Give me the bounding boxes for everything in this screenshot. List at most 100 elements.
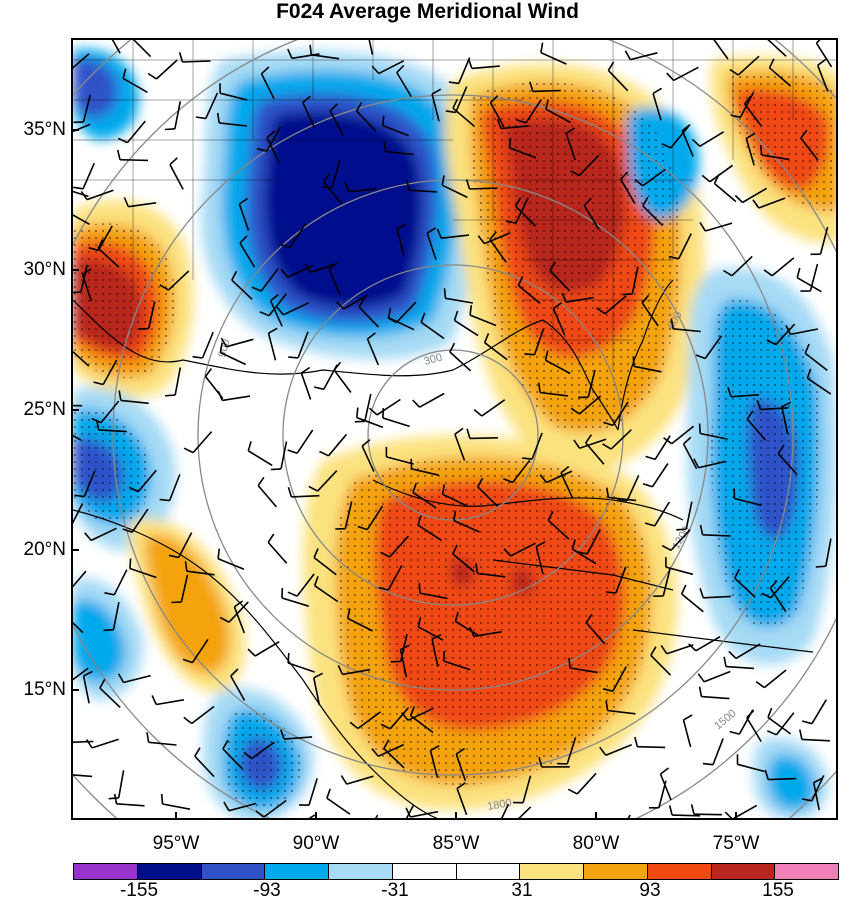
wind-barb-feather [170, 158, 177, 165]
wind-barb [701, 697, 729, 699]
wind-barb-feather [703, 764, 713, 765]
wind-barb-feather [510, 138, 511, 148]
lat-tick [71, 269, 79, 271]
wind-barb-feather [724, 657, 726, 667]
wind-barb-feather [667, 73, 674, 80]
wind-barb-feather [271, 469, 281, 470]
colorbar-swatch [520, 864, 584, 879]
lon-tick [735, 812, 737, 820]
wind-barb-feather [800, 730, 802, 740]
wind-barb-feather [327, 789, 330, 798]
lat-tick [71, 549, 79, 551]
wind-barb-feather [747, 710, 754, 717]
wind-barb [377, 400, 400, 415]
wind-barb-feather [148, 74, 156, 79]
wind-barb [301, 373, 310, 399]
wind-barb [713, 739, 723, 765]
colorbar-label: -93 [232, 880, 302, 902]
wind-barb [726, 667, 754, 669]
wind-barb [73, 774, 92, 776]
wind-barb [175, 101, 180, 129]
wind-barb-feather [162, 794, 163, 804]
wind-barb-feather [268, 534, 274, 542]
wind-barb-feather [569, 658, 570, 668]
wind-barb-feather [118, 150, 120, 160]
lon-label: 75°W [696, 833, 776, 855]
wind-barb-feather [357, 408, 358, 418]
wind-barb [450, 352, 471, 371]
lon-label: 85°W [416, 833, 496, 855]
wind-barb [655, 436, 670, 460]
wind-barb [255, 642, 279, 656]
wind-barb-feather [334, 362, 340, 370]
wind-barb [297, 430, 313, 453]
wind-barb-feather [670, 805, 672, 815]
colorbar-swatch [712, 864, 776, 879]
colorbar-swatch [457, 864, 521, 879]
wind-barb-feather [633, 356, 634, 366]
wind-barb-feather [623, 294, 633, 295]
wind-barb-feather [180, 52, 183, 62]
wind-barb-feather [729, 651, 736, 658]
wind-barb [682, 594, 704, 612]
lat-label: 25°N [4, 399, 66, 421]
lat-label: 20°N [4, 539, 66, 561]
wind-barb [367, 40, 373, 55]
lat-tick [71, 129, 79, 131]
wind-barb-feather [320, 452, 329, 456]
wind-barb-feather [288, 357, 298, 358]
map-panel: 300 600 900 1200 1500 1800 [71, 38, 838, 820]
colorbar-label: 93 [615, 880, 685, 902]
wind-barb [812, 700, 826, 724]
colorbar-swatch [265, 864, 329, 879]
wind-barb-feather [735, 196, 742, 203]
wind-barb-feather [682, 585, 686, 594]
wind-barb-feather [130, 559, 131, 569]
wind-barb-feather [288, 592, 297, 596]
lon-label: 90°W [276, 833, 356, 855]
wind-barb [712, 40, 728, 59]
colorbar-swatch [584, 864, 648, 879]
colorbar-swatch [74, 864, 138, 879]
wind-barb [170, 165, 183, 190]
wind-barb-feather [355, 421, 365, 422]
wind-barb-feather [104, 630, 114, 631]
wind-barb-feather [444, 651, 445, 661]
wind-barb-feather [698, 674, 704, 682]
wind-barb-feather [568, 789, 577, 794]
lon-tick [455, 812, 457, 820]
wind-barb-feather [196, 117, 206, 119]
wind-barb [817, 43, 832, 67]
wind-barb-feather [109, 798, 119, 799]
wind-barb [482, 400, 505, 416]
wind-barb [193, 432, 212, 453]
wind-barb [766, 40, 787, 56]
wind-barb-feather [818, 59, 826, 65]
wind-barb-feather [541, 43, 543, 53]
wind-barb [472, 66, 500, 68]
wind-barb-feather [676, 529, 686, 530]
wind-barb [533, 91, 561, 92]
wind-barb-feather [147, 732, 149, 742]
lat-tick [71, 689, 79, 691]
wind-barb-feather [692, 805, 694, 815]
wind-barb [92, 739, 119, 748]
wind-barb-feather [118, 138, 127, 142]
wind-barb-feather [797, 268, 800, 278]
colorbar-swatch [138, 864, 202, 879]
wind-barb-feather [383, 116, 384, 126]
lon-tick [315, 812, 317, 820]
wind-barb-feather [653, 88, 662, 93]
wind-barb [83, 163, 94, 189]
wind-barb [797, 278, 821, 292]
wind-barb-feather [522, 458, 532, 459]
wind-barb [163, 804, 191, 809]
wind-barb-feather [684, 715, 693, 720]
wind-barb [777, 713, 794, 735]
wind-barb [222, 396, 250, 400]
wind-barb-feather [184, 717, 192, 723]
ring-label-1500: 1500 [712, 707, 738, 732]
wind-barb-feather [341, 776, 346, 785]
lat-label: 30°N [4, 259, 66, 281]
wind-barb-feather [635, 737, 637, 747]
